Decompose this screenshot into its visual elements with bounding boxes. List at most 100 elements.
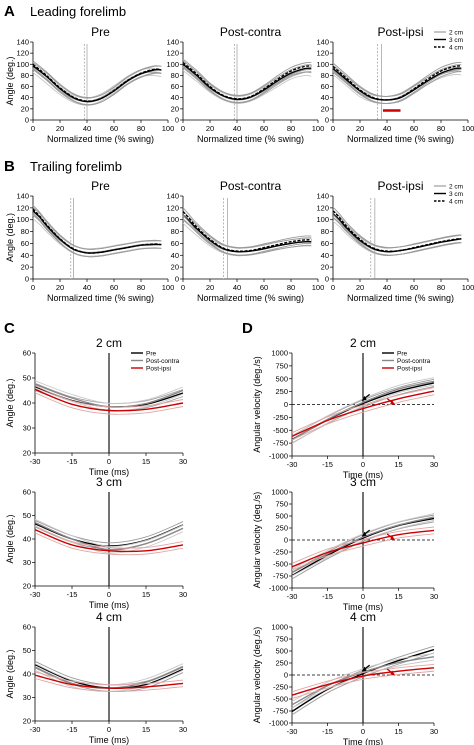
panel-letter-a: A — [4, 3, 15, 20]
x-tick-label: 30 — [179, 590, 187, 599]
y-tick-label: 40 — [171, 93, 179, 102]
y-tick-label: 0 — [175, 275, 179, 284]
y-tick-label: 20 — [171, 104, 179, 113]
y-tick-label: 40 — [23, 399, 31, 408]
series-line — [34, 388, 184, 412]
y-tick-label: -250 — [273, 413, 288, 422]
y-axis-label: Angle (deg.) — [5, 514, 15, 563]
x-tick-label: 20 — [206, 124, 214, 133]
series-band-lower — [32, 214, 162, 258]
y-tick-label: 50 — [23, 511, 31, 520]
chart-a-postipsi: Post-ipsi 0 20 40 60 80 100 120 140 0 20 40 60 80 100 N… — [316, 25, 474, 144]
series-band-lower — [34, 678, 184, 692]
y-tick-label: 750 — [275, 361, 288, 370]
legend-label: 2 cm — [449, 29, 463, 36]
arrow-icon — [361, 529, 371, 537]
series-band-upper — [34, 519, 184, 544]
arrow-head — [361, 666, 367, 672]
x-tick-label: -15 — [322, 592, 333, 601]
chart-c-3cm: 3 cm 20 30 40 50 60 -30 -15 0 15 30 Time (ms) Angle … — [5, 475, 187, 610]
y-tick-label: 40 — [321, 251, 329, 260]
y-tick-label: 140 — [166, 192, 179, 201]
series-band-upper — [182, 63, 312, 97]
series-band-upper — [332, 66, 462, 98]
y-tick-label: 80 — [171, 227, 179, 236]
y-axis-label: Angular velocity (deg./s) — [252, 627, 262, 724]
series-band-lower — [182, 218, 312, 257]
chart-c-2cm: 2 cm 20 30 40 50 60 -30 -15 0 15 30 Time (ms) Angle … — [5, 336, 187, 477]
x-tick-label: 100 — [162, 283, 175, 292]
x-tick-label: 40 — [83, 283, 91, 292]
legend-label: Post-ipsi — [397, 365, 422, 372]
y-tick-label: 20 — [321, 263, 329, 272]
series-band-lower — [182, 70, 312, 104]
x-tick-label: 80 — [137, 124, 145, 133]
chart-title: Pre — [91, 179, 110, 193]
x-tick-label: 40 — [83, 124, 91, 133]
chart-title: 3 cm — [96, 475, 122, 489]
legend: 2 cm3 cm4 cm — [434, 29, 463, 51]
x-tick-label: 0 — [331, 124, 335, 133]
panel-b-header: B Trailing forelimb — [4, 158, 122, 175]
x-tick-label: 20 — [356, 124, 364, 133]
chart-title: 2 cm — [350, 336, 376, 350]
x-tick-label: 30 — [179, 457, 187, 466]
legend-label: 2 cm — [449, 183, 463, 190]
chart-title: Post-ipsi — [377, 25, 423, 39]
series-band-lower — [291, 394, 435, 441]
y-axis-label: Angle (deg.) — [5, 378, 15, 427]
legend-label: Post-contra — [397, 358, 431, 365]
chart-title: Post-ipsi — [377, 179, 423, 193]
series-line — [291, 390, 435, 438]
chart-d-2cm: 2 cm -1000 -750 -500 -250 0 250 500 750 1000 -30 -1… — [252, 336, 438, 480]
series-band-upper — [34, 525, 184, 549]
series-line — [182, 214, 312, 253]
x-tick-label: 30 — [179, 725, 187, 734]
panel-letter-c: C — [4, 320, 15, 337]
x-tick-label: 20 — [56, 124, 64, 133]
series-line — [32, 208, 162, 254]
series-band-upper — [182, 60, 312, 97]
panel-letter-d: D — [242, 320, 253, 337]
chart-d-4cm: 4 cm -1000 -750 -500 -250 0 250 500 750 1000 -30 -1… — [252, 610, 438, 745]
x-tick-label: 0 — [107, 590, 111, 599]
y-tick-label: 40 — [321, 93, 329, 102]
y-tick-label: 750 — [275, 500, 288, 509]
series-band-lower — [32, 212, 162, 258]
panel-a-header: A Leading forelimb — [4, 3, 126, 20]
y-tick-label: 140 — [166, 38, 179, 47]
x-axis-label: Time (ms) — [89, 735, 129, 745]
series-line — [291, 667, 435, 696]
y-tick-label: 20 — [21, 263, 29, 272]
panel-title-b: Trailing forelimb — [30, 159, 122, 174]
y-tick-label: 80 — [321, 71, 329, 80]
legend-label: Post-ipsi — [146, 365, 171, 372]
x-tick-label: 60 — [260, 124, 268, 133]
series-band-upper — [32, 204, 162, 250]
x-tick-label: -30 — [30, 725, 41, 734]
x-tick-label: 100 — [312, 124, 325, 133]
x-tick-label: 0 — [31, 124, 35, 133]
series-band-lower — [182, 65, 312, 103]
x-tick-label: 100 — [462, 283, 474, 292]
x-axis-label: Time (ms) — [343, 602, 383, 612]
series-line — [34, 521, 184, 551]
x-tick-label: 0 — [107, 457, 111, 466]
y-tick-label: 60 — [171, 239, 179, 248]
series-band-upper — [34, 671, 184, 686]
y-tick-label: 250 — [275, 524, 288, 533]
y-tick-label: 100 — [166, 60, 179, 69]
series-band-lower — [291, 521, 435, 580]
x-tick-label: 60 — [110, 124, 118, 133]
y-tick-label: 140 — [316, 38, 329, 47]
series-band-lower — [182, 214, 312, 256]
y-tick-label: 60 — [321, 239, 329, 248]
series-line — [332, 210, 462, 252]
series-band-lower — [32, 67, 162, 106]
y-tick-label: 0 — [284, 536, 288, 545]
y-tick-label: 100 — [16, 60, 29, 69]
y-tick-label: 500 — [275, 647, 288, 656]
y-tick-label: 80 — [321, 227, 329, 236]
chart-title: Post-contra — [220, 179, 282, 193]
series-line — [34, 528, 184, 553]
